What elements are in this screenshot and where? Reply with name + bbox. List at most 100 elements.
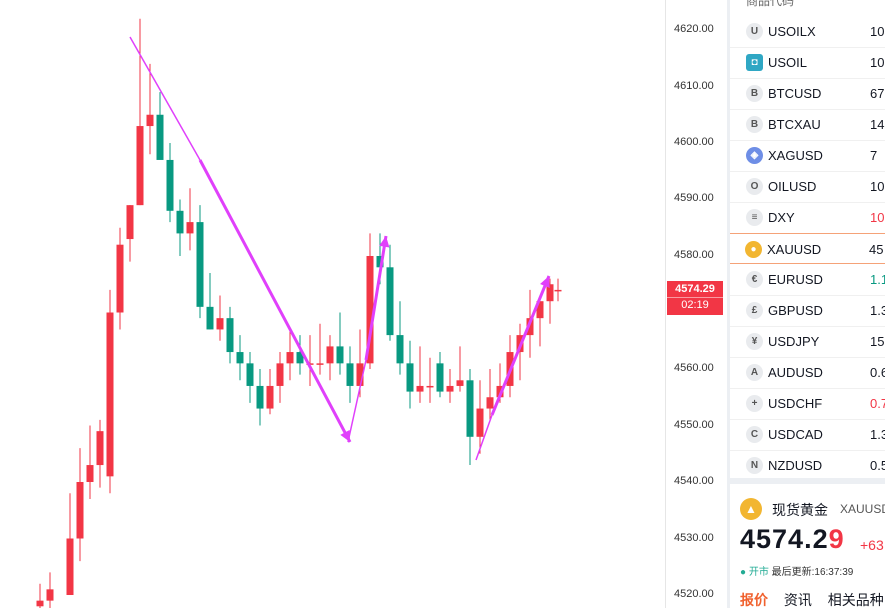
symbol-flag-icon: B [746,85,763,102]
candle-body [116,244,124,313]
watchlist-row-nzdusd[interactable]: N NZDUSD 0.5 [730,450,885,478]
candle-body [256,385,264,409]
watchlist-symbol: USOILX [768,24,816,39]
watchlist-row-oilusd[interactable]: O OILUSD 10 [730,171,885,203]
candle-body [86,465,94,482]
watchlist-last-price: 0.6 [870,365,885,380]
candle-body [146,114,154,127]
detail-tabs: 报价 资讯 相关品种 [740,590,885,610]
trend-line-thin[interactable] [347,359,367,443]
candle-body [136,126,144,206]
watchlist-last-price: 0.5 [870,458,885,473]
up-arrow-drawing-2[interactable] [490,275,551,416]
watchlist-row-gbpusd[interactable]: £ GBPUSD 1.3 [730,295,885,327]
candle-body [236,352,244,364]
symbol-flag-icon: ¥ [746,333,763,350]
candle-body [216,318,224,330]
symbol-flag-icon: ● [745,241,762,258]
trend-line-thin[interactable] [475,414,493,461]
last-price-main: 4574.2 [740,524,829,554]
price-tick-label: 4560.00 [674,362,714,374]
watchlist-row-eurusd[interactable]: € EURUSD 1.1 [730,264,885,296]
trend-line-thin[interactable] [129,36,201,161]
watchlist-last-price: 10 [870,179,885,194]
watchlist-last-price: 10 [870,210,885,225]
candle-body [536,301,544,319]
arrow-shaft [198,159,352,443]
panel-divider[interactable] [727,0,730,608]
candle-body [376,256,384,268]
watchlist-row-usoilx[interactable]: U USOILX 10 [730,16,885,48]
down-arrow-drawing[interactable] [198,159,352,443]
symbol-flag-icon: A [746,364,763,381]
arrow-head [379,236,390,248]
tab-quote[interactable]: 报价 [740,592,768,608]
candle-body [366,256,374,364]
watchlist-symbol: USDCHF [768,396,823,411]
price-tick-label: 4550.00 [674,419,714,431]
watchlist-last-price: 10 [870,55,885,70]
candle-body [346,363,354,386]
candle-body [166,159,174,211]
watchlist-last-price: 15 [870,334,885,349]
candle-body [96,431,104,466]
candle-body [446,385,454,392]
candle-body [176,210,184,234]
symbol-flag-icon: £ [746,302,763,319]
price-tick-label: 4530.00 [674,532,714,544]
candle-body [466,380,474,437]
tab-news[interactable]: 资讯 [783,592,812,608]
watchlist-row-btcxau[interactable]: B BTCXAU 14 [730,109,885,141]
watchlist-row-xagusd[interactable]: ◈ XAGUSD 7 [730,140,885,172]
watchlist-row-dxy[interactable]: ≡ DXY 10 [730,202,885,234]
candle-body [286,352,294,364]
header-symbol-col[interactable]: 商品代码 [746,0,795,8]
current-price-tag: 4574.29 02:19 [667,281,723,315]
symbol-flag-icon: B [746,116,763,133]
candle-body [396,335,404,364]
last-price: 4574.29 [740,524,845,555]
symbol-flag-icon: O [746,178,763,195]
candle-body [266,385,274,409]
price-tick-label: 4590.00 [674,192,714,204]
candle-body [456,380,464,386]
candle-body [126,205,134,240]
watchlist-symbol: AUDUSD [768,365,823,380]
chart-canvas[interactable] [0,0,665,608]
watchlist-row-usdjpy[interactable]: ¥ USDJPY 15 [730,326,885,358]
watchlist-symbol: NZDUSD [768,458,823,473]
watchlist-last-price: 670 [870,86,885,101]
candle-body [486,397,494,409]
symbol-flag-icon: U [746,23,763,40]
watchlist-symbol: BTCUSD [768,86,822,101]
up-arrow-drawing[interactable] [364,235,390,361]
watchlist-row-usdcad[interactable]: C USDCAD 1.3 [730,419,885,451]
gold-bars-icon: ▲ [740,498,762,520]
candle-body [554,289,562,292]
arrow-shaft [490,275,551,416]
symbol-flag-icon: ◘ [746,54,763,71]
symbol-flag-icon: N [746,457,763,474]
candle-body [526,318,534,336]
current-price-label: 4574.29 [675,283,715,295]
candle-body [296,352,304,364]
watchlist-last-price: 14 [870,117,885,132]
watchlist-row-usoil[interactable]: ◘ USOIL 10 [730,47,885,79]
candle-body [436,363,444,392]
watchlist-row-audusd[interactable]: A AUDUSD 0.6 [730,357,885,389]
watchlist-panel: 商品代码 最 U USOILX 10 ◘ USOIL 10 B BTCUSD 670 B BTCXA… [730,0,885,478]
tab-related[interactable]: 相关品种 [827,592,884,608]
candle-body [156,114,164,160]
last-updated: 最后更新:16:37:39 [771,567,854,578]
watchlist-row-xauusd[interactable]: ● XAUUSD 45 [730,233,885,264]
watchlist-symbol: OILUSD [768,179,817,194]
candle-body [546,284,554,302]
watchlist-row-btcusd[interactable]: B BTCUSD 670 [730,78,885,110]
arrow-head [340,430,350,442]
arrow-head [540,276,550,288]
candle-body [246,363,254,386]
candlestick-chart[interactable] [0,0,665,608]
watchlist-row-usdchf[interactable]: + USDCHF 0.7 [730,388,885,420]
symbol-detail-panel: ▲ 现货黄金 XAUUSD 4574.29 +63 ● 开市 最后更新:16:3… [730,478,885,614]
candle-body [226,318,234,353]
